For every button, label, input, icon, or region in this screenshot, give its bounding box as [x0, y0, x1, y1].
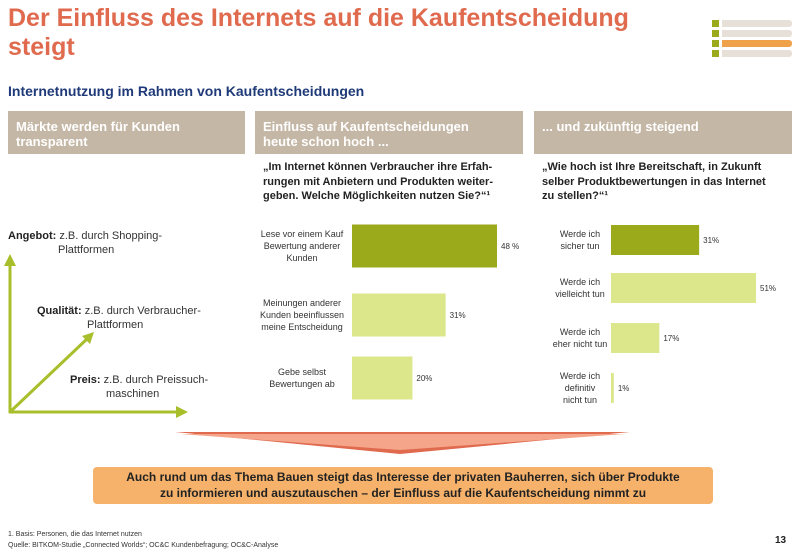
- influence-bar-3: [352, 356, 413, 400]
- future-value-label-3: 17%: [663, 334, 679, 343]
- footnote-basis: 1. Basis: Personen, die das Internet nut…: [8, 531, 142, 538]
- influence-value-label-1: 48 %: [501, 242, 519, 251]
- market-item-quality: Qualität: z.B. durch Verbraucher- Plattf…: [37, 305, 201, 331]
- down-arrow-shape: [175, 432, 630, 454]
- page-title-line1: Der Einfluss des Internets auf die Kaufe…: [8, 4, 629, 32]
- influence-bar-1: [352, 224, 497, 268]
- future-category-label-4: Werde ich definitiv nicht tun: [560, 371, 600, 405]
- column-header-markets: Märkte werden für Kunden transparent: [8, 111, 245, 154]
- influence-category-label-2: Meinungen anderer Kunden beeinflussen mein…: [260, 298, 344, 332]
- column-header-future: ... und zukünftig steigend: [534, 111, 792, 154]
- future-value-label-2: 51%: [760, 284, 776, 293]
- influence-bar-2: [352, 293, 446, 337]
- page-title-line2: steigt: [8, 33, 75, 61]
- future-category-label-2: Werde ich vielleicht tun: [555, 277, 605, 299]
- future-bar-3: [611, 323, 660, 353]
- brand-logo: [712, 20, 792, 57]
- future-bar-2: [611, 273, 756, 303]
- section-subtitle: Internetnutzung im Rahmen von Kaufentsch…: [8, 83, 365, 99]
- market-item-quality-label: Qualität:: [37, 305, 82, 317]
- influence-category-label-3: Gebe selbst Bewertungen ab: [269, 367, 335, 389]
- question-future: „Wie hoch ist Ihre Bereitschaft, in Zuku…: [542, 161, 766, 202]
- question-influence: „Im Internet können Verbraucher ihre Erf…: [263, 161, 493, 202]
- future-category-label-1: Werde ich sicher tun: [560, 229, 600, 251]
- future-value-label-1: 31%: [703, 236, 719, 245]
- key-message-box: Auch rund um das Thema Bauen steigt das …: [93, 467, 713, 504]
- future-value-label-4: 1%: [618, 384, 630, 393]
- influence-value-label-2: 31%: [450, 311, 466, 320]
- market-item-offer-label: Angebot:: [8, 230, 57, 242]
- influence-value-label-3: 20%: [416, 374, 432, 383]
- footnote-source: Quelle: BITKOM-Studie „Connected Worlds“…: [8, 542, 279, 549]
- page-title: Der Einfluss des Internets auf die Kaufe…: [8, 4, 708, 62]
- column-header-influence: Einfluss auf Kaufentscheidungen heute sc…: [255, 111, 523, 154]
- market-item-price-label: Preis:: [70, 374, 101, 386]
- market-item-price: Preis: z.B. durch Preissuch- maschinen: [70, 374, 209, 400]
- future-category-label-3: Werde ich eher nicht tun: [553, 327, 608, 349]
- future-bar-4: [611, 373, 614, 403]
- influence-category-label-1: Lese vor einem Kauf Bewertung anderer Kund…: [261, 229, 344, 263]
- page-number: 13: [775, 535, 787, 546]
- market-item-offer: Angebot: z.B. durch Shopping- Plattforme…: [8, 230, 163, 256]
- future-bar-1: [611, 225, 700, 255]
